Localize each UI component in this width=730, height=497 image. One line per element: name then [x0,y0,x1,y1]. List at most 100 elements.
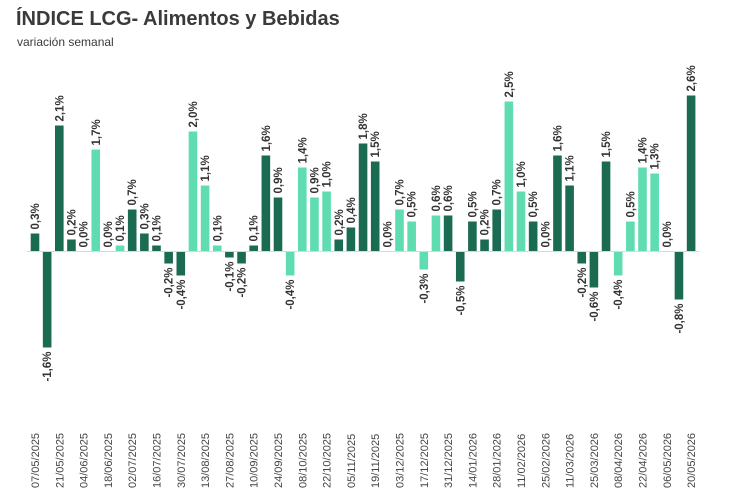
bar [528,221,538,252]
chart-title: ÍNDICE LCG- Alimentos y Bebidas [16,8,340,30]
value-label: 1,1% [200,155,212,181]
bar [334,239,344,252]
value-label: 1,6% [261,125,273,151]
value-label: 1,6% [552,125,564,151]
bar [285,251,295,276]
value-label: 1,1% [565,155,577,181]
x-tick-label: 30/07/2025 [176,433,188,488]
value-label: 1,5% [370,131,382,157]
bar [176,251,186,276]
bar [200,185,210,252]
value-label: 0,1% [115,215,127,241]
x-tick-label: 07/05/2025 [30,433,42,488]
value-label: 0,3% [139,203,151,229]
x-tick-label: 25/03/2026 [589,433,601,488]
x-tick-label: 13/08/2025 [200,433,212,488]
value-label: 2,5% [504,71,516,97]
bar [492,209,501,252]
bar [395,209,404,252]
value-label: 0,5% [407,191,419,217]
bar [407,221,416,252]
bar [30,233,40,252]
value-label: 1,4% [638,137,650,163]
value-label: 0,9% [309,167,321,193]
value-label: 0,1% [212,215,224,241]
x-tick-label: 22/04/2026 [638,433,650,488]
bar [358,143,368,252]
value-label: -0,3% [419,274,431,304]
value-label: 0,5% [625,191,637,217]
value-label: 0,1% [249,215,261,241]
bar [249,245,258,252]
bar [504,101,514,252]
value-label: 1,3% [650,143,662,169]
bar [565,185,574,252]
bar [42,251,52,348]
value-label: 0,3% [30,203,42,229]
bars-group [30,95,696,348]
value-label: 1,0% [516,161,528,187]
bar [601,161,611,252]
x-tick-label: 04/06/2025 [79,433,91,488]
x-tick-label: 28/01/2026 [492,433,504,488]
bar [613,251,623,276]
x-tick-label: 20/05/2026 [686,433,698,488]
value-label: 0,0% [540,221,552,247]
value-label: 2,6% [686,65,698,91]
bar [152,245,161,252]
value-label: 0,0% [79,221,91,247]
value-label: 0,6% [443,185,455,211]
value-label: 2,1% [54,95,66,121]
bar [455,251,465,282]
bar [577,251,587,264]
bar [638,167,647,252]
bar [674,251,684,300]
bar [225,251,234,258]
chart-subtitle: variación semanal [17,35,114,49]
bar [370,161,380,252]
x-tick-label: 10/09/2025 [249,433,261,488]
bar [310,197,319,252]
bar [188,131,198,252]
value-label: 0,5% [467,191,479,217]
value-label: -0,8% [674,304,686,334]
value-label: -0,4% [285,280,297,310]
bar [431,215,441,252]
bar [516,191,526,252]
bar [164,251,173,264]
value-label: 0,7% [127,179,139,205]
bar [212,245,222,252]
x-tick-label: 24/09/2025 [273,433,285,488]
value-label: 1,7% [91,119,103,145]
bar [589,251,599,288]
bar [650,173,659,252]
value-label: -0,5% [455,286,467,316]
bar [443,215,453,252]
x-tick-label: 05/11/2025 [346,434,358,488]
value-label: -0,2% [164,268,176,298]
value-label: 0,1% [152,215,164,241]
value-label: -0,2% [237,268,249,298]
value-label: 0,4% [346,197,358,223]
x-tick-label: 21/05/2025 [54,433,66,488]
bar [237,251,246,264]
x-tick-label: 06/05/2026 [662,433,674,488]
bar [419,251,429,270]
value-label: 0,6% [431,185,443,211]
value-labels-group: 0,3%-1,6%2,1%0,2% 0,0%1,7%0,0% 0,1%0,7%0,3… [30,65,698,381]
x-tick-label: 03/12/2025 [395,433,407,488]
x-tick-label: 31/12/2025 [443,433,455,488]
value-label: 1,5% [601,131,613,157]
x-tick-label: 02/07/2025 [127,433,139,488]
value-label: 0,0% [382,221,394,247]
x-tick-label: 27/08/2025 [224,433,236,488]
value-label: 1,8% [358,113,370,139]
x-tick-label: 18/06/2025 [103,433,115,488]
value-label: 0,9% [273,167,285,193]
bar [346,227,356,252]
bar [273,197,283,252]
x-tick-labels-group: 07/05/2025 21/05/2025 04/06/2025 18/06/2025… [30,433,698,488]
bar [626,221,635,252]
value-label: 0,0% [662,221,674,247]
